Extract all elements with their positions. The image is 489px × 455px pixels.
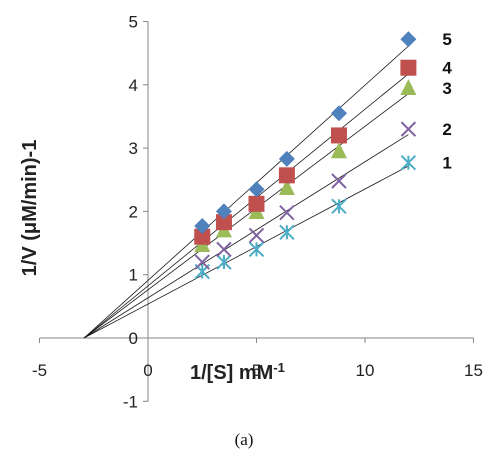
data-point-series-4 [278, 167, 295, 184]
series-label-4: 4 [442, 59, 452, 78]
data-point-series-2 [248, 227, 265, 244]
y-tick-label: 4 [129, 76, 138, 95]
square-marker [330, 127, 347, 144]
data-point-series-4 [215, 214, 232, 231]
diamond-marker [194, 217, 211, 234]
triangle-marker [400, 78, 417, 95]
data-point-series-4 [400, 59, 417, 76]
x-axis-title-superscript: -1 [273, 360, 285, 375]
data-point-series-4 [248, 195, 265, 212]
data-point-series-4 [194, 228, 211, 245]
x-tick-label: 10 [356, 361, 375, 380]
data-point-series-5 [215, 203, 232, 220]
trendline-series-1 [83, 165, 409, 339]
series-labels: 1 2 34 5 [442, 30, 452, 172]
triangle-marker [278, 178, 295, 195]
y-tick-label: 1 [129, 266, 138, 285]
data-point-series-5 [400, 31, 417, 48]
square-marker [278, 167, 295, 184]
x-marker-stroke [216, 241, 232, 258]
data-point-series-5 [248, 181, 265, 198]
x-marker-stroke [331, 173, 347, 189]
square-marker [194, 228, 211, 245]
square-marker [215, 214, 232, 231]
x-marker-stroke [279, 204, 295, 221]
x-tick-label: 15 [464, 361, 483, 380]
series-label-3: 3 [442, 79, 451, 98]
trendline-series-2 [83, 134, 409, 339]
y-tick-label: 0 [129, 329, 138, 348]
trendlines [83, 45, 409, 339]
data-point-series-1 [279, 224, 295, 240]
square-marker [248, 195, 265, 212]
data-point-series-2 [216, 241, 232, 258]
x-marker-stroke [400, 121, 417, 137]
x-axis-title-main: 1/[S] mM [190, 362, 273, 384]
y-tick-label: 5 [129, 13, 138, 32]
data-point-series-3 [330, 142, 347, 159]
y-axis-title: 1/V (μM/min)-1 [19, 140, 41, 277]
x-tick-label: -5 [32, 361, 47, 380]
data-point-series-1 [331, 198, 347, 215]
trendline-series-4 [83, 73, 409, 339]
data-point-series-5 [278, 150, 295, 167]
diamond-marker [215, 203, 232, 220]
data-point-series-2 [279, 204, 295, 221]
x-marker-stroke [194, 254, 210, 270]
trendline-series-3 [83, 93, 409, 339]
series-label-5: 5 [442, 30, 451, 49]
data-point-series-5 [194, 217, 211, 234]
trendline-series-5 [83, 45, 409, 339]
series-label-1: 1 [442, 154, 451, 173]
y-tick-label: -1 [123, 392, 138, 411]
series-label-2: 2 [442, 120, 451, 139]
triangle-marker [330, 142, 347, 159]
diamond-marker [330, 105, 347, 122]
figure-caption: (a) [235, 430, 254, 449]
data-point-series-2 [400, 121, 417, 137]
y-tick-label: 2 [129, 202, 138, 221]
data-point-series-2 [194, 254, 210, 270]
x-marker-stroke [248, 227, 265, 244]
data-point-series-1 [248, 241, 265, 258]
data-point-series-5 [330, 105, 347, 122]
diamond-marker [400, 31, 417, 48]
diamond-marker [248, 181, 265, 198]
y-tick-label: 3 [129, 139, 138, 158]
x-axis-title: 1/[S] mM-1 [190, 360, 285, 384]
data-point-series-2 [331, 173, 347, 189]
data-point-series-3 [400, 78, 417, 95]
data-point-series-4 [330, 127, 347, 144]
data-point-series-3 [278, 178, 295, 195]
square-marker [400, 59, 417, 76]
x-tick-label: 0 [143, 361, 152, 380]
diamond-marker [278, 150, 295, 167]
x-tick-label: 5 [252, 361, 261, 380]
data-point-series-1 [216, 254, 232, 270]
data-points [194, 31, 417, 280]
data-point-series-1 [400, 154, 417, 171]
